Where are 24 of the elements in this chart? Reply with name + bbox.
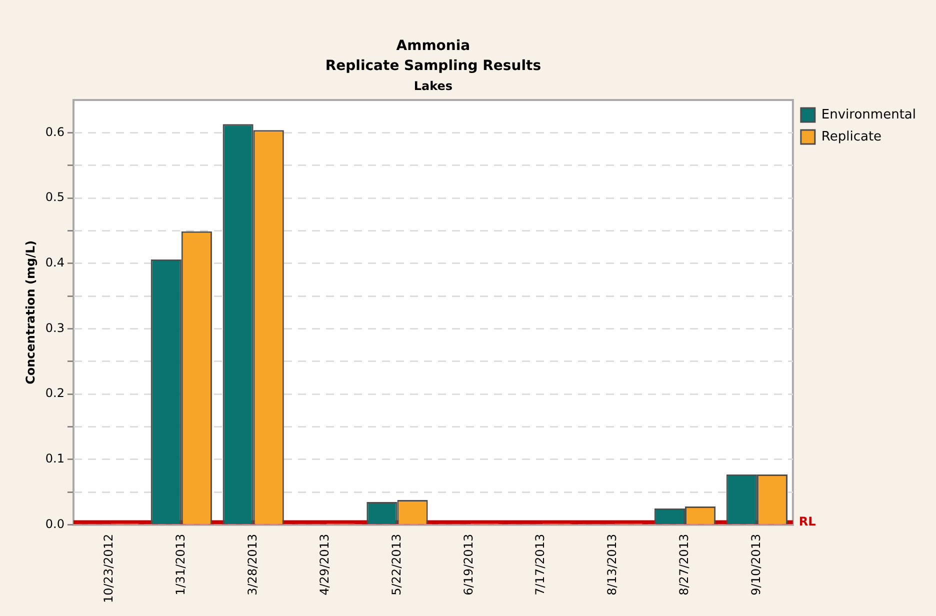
y-tick-label: 0.6 bbox=[45, 124, 64, 139]
x-tick-label: 6/19/2013 bbox=[461, 534, 476, 596]
y-tick-label: 0.4 bbox=[45, 256, 64, 270]
chart-title: Ammonia bbox=[396, 38, 470, 54]
y-tick-label: 0.0 bbox=[45, 516, 64, 531]
x-tick-label: 7/17/2013 bbox=[533, 534, 548, 596]
x-tick-label: 4/29/2013 bbox=[317, 534, 332, 596]
x-tick-label: 9/10/2013 bbox=[749, 534, 764, 596]
x-tick-label: 8/13/2013 bbox=[605, 534, 620, 596]
x-tick-label: 1/31/2013 bbox=[174, 534, 188, 596]
chart-subtitle: Replicate Sampling Results bbox=[325, 58, 542, 74]
y-tick-label: 0.5 bbox=[45, 190, 64, 204]
ref-line-label: RL bbox=[798, 514, 816, 528]
y-tick-label: 0.3 bbox=[45, 320, 64, 335]
legend-label: Replicate bbox=[821, 129, 882, 144]
x-tick-label: 5/22/2013 bbox=[389, 534, 404, 596]
text: Lakes bbox=[414, 79, 453, 93]
y-tick-label: 0.1 bbox=[45, 452, 64, 466]
x-tick-label: 10/23/2012 bbox=[102, 534, 116, 604]
x-tick-label: 8/27/2013 bbox=[677, 534, 692, 596]
legend-label: Environmental bbox=[821, 107, 916, 122]
x-tick-label: 3/28/2013 bbox=[245, 534, 260, 596]
y-tick-label: 0.2 bbox=[45, 386, 64, 400]
y-axis-title: Concentration (mg/L) bbox=[23, 240, 38, 384]
